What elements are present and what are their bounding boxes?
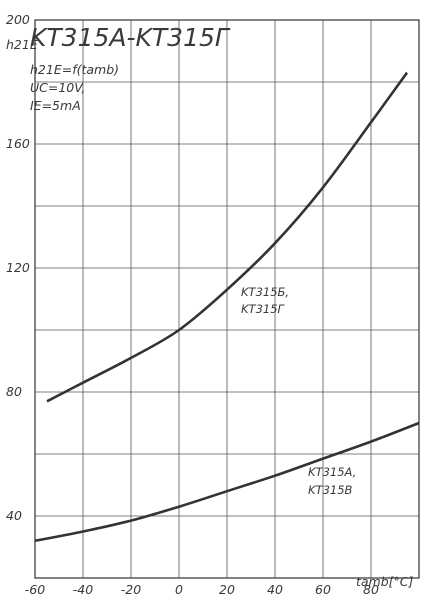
- y-tick-labels: 40 80 120 160 200: [6, 12, 30, 523]
- series-label-kt315b-line2: KT315Г: [241, 302, 286, 316]
- x-tick-labels: -60 -40 -20 0 20 40 60 80: [25, 582, 379, 597]
- x-tick-label: 60: [315, 582, 331, 597]
- series-line-1: [46, 71, 409, 403]
- x-tick-label: -40: [73, 582, 93, 597]
- x-tick-label: 20: [219, 582, 235, 597]
- y-tick-label: 160: [6, 136, 30, 151]
- y-tick-label: 40: [6, 508, 22, 523]
- grid: [34, 19, 420, 579]
- chart-title: KT315A-KT315Г: [30, 23, 231, 52]
- x-tick-label: 80: [363, 582, 379, 597]
- condition-voltage: UC=10V,: [30, 80, 85, 95]
- series-line-2: [34, 421, 420, 543]
- series-label-kt315a-line1: KT315A,: [308, 465, 356, 479]
- series-label-kt315a-line2: KT315B: [308, 483, 353, 497]
- x-tick-label: -20: [121, 582, 141, 597]
- x-tick-label: 40: [267, 582, 283, 597]
- condition-function: h21E=f(tamb): [30, 62, 119, 77]
- x-tick-label: 0: [175, 582, 183, 597]
- condition-current: IE=5mA: [30, 98, 81, 113]
- y-axis-label: h21E: [6, 37, 38, 52]
- y-tick-label: 120: [6, 260, 30, 275]
- y-tick-label: 80: [6, 384, 22, 399]
- x-axis-label: tamb[°C]: [356, 574, 414, 589]
- curves: [34, 71, 420, 543]
- plot-frame: [34, 19, 420, 579]
- x-tick-label: -60: [25, 582, 45, 597]
- y-tick-label: 200: [6, 12, 30, 27]
- series-label-kt315b-line1: KT315Б,: [241, 285, 289, 299]
